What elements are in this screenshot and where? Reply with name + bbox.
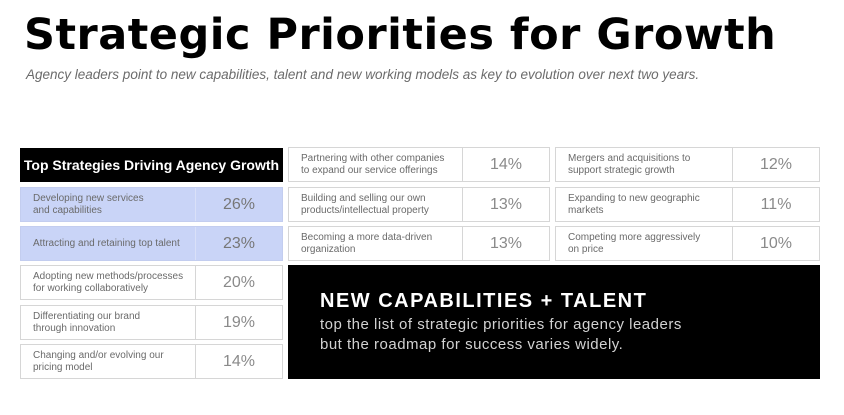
- strategy-percent: 20%: [195, 266, 282, 299]
- strategy-percent: 14%: [462, 148, 549, 181]
- strategy-label: Adopting new methods/processes for worki…: [33, 270, 184, 294]
- strategy-label: Expanding to new geographic markets: [568, 192, 700, 216]
- strategy-label: Changing and/or evolving our pricing mod…: [33, 349, 164, 373]
- strategy-percent: 12%: [732, 148, 819, 181]
- strategy-row: Building and selling our own products/in…: [288, 187, 550, 222]
- callout-box: NEW CAPABILITIES + TALENT top the list o…: [288, 265, 820, 379]
- table-header: Top Strategies Driving Agency Growth: [20, 148, 283, 182]
- strategy-row: Adopting new methods/processes for worki…: [20, 265, 283, 300]
- strategy-label: Developing new services and capabilities: [33, 192, 144, 216]
- strategy-label: Mergers and acquisitions to support stra…: [568, 152, 691, 176]
- strategy-percent: 14%: [195, 345, 282, 378]
- strategy-label: Building and selling our own products/in…: [301, 192, 429, 216]
- strategy-row: Mergers and acquisitions to support stra…: [555, 147, 820, 182]
- strategy-percent: 13%: [462, 188, 549, 221]
- strategy-label: Attracting and retaining top talent: [33, 237, 180, 249]
- strategy-label: Differentiating our brand through innova…: [33, 310, 141, 334]
- strategy-percent: 13%: [462, 227, 549, 260]
- strategy-row: Attracting and retaining top talent 23%: [20, 226, 283, 261]
- strategy-percent: 23%: [195, 227, 282, 260]
- callout-heading: NEW CAPABILITIES + TALENT: [320, 290, 648, 312]
- strategy-percent: 19%: [195, 306, 282, 339]
- strategy-percent: 11%: [732, 188, 819, 221]
- callout-body: top the list of strategic priorities for…: [320, 316, 682, 353]
- strategy-label: Becoming a more data-driven organization: [301, 231, 433, 255]
- page-subtitle: Agency leaders point to new capabilities…: [26, 67, 700, 82]
- strategy-row: Expanding to new geographic markets 11%: [555, 187, 820, 222]
- strategy-label: Partnering with other companies to expan…: [301, 152, 445, 176]
- strategy-percent: 10%: [732, 227, 819, 260]
- strategy-row: Competing more aggressively on price 10%: [555, 226, 820, 261]
- strategy-row: Becoming a more data-driven organization…: [288, 226, 550, 261]
- strategy-row: Developing new services and capabilities…: [20, 187, 283, 222]
- strategy-label: Competing more aggressively on price: [568, 231, 701, 255]
- strategy-row: Changing and/or evolving our pricing mod…: [20, 344, 283, 379]
- strategy-percent: 26%: [195, 188, 282, 221]
- strategy-row: Differentiating our brand through innova…: [20, 305, 283, 340]
- page-title: Strategic Priorities for Growth: [24, 10, 777, 60]
- strategy-row: Partnering with other companies to expan…: [288, 147, 550, 182]
